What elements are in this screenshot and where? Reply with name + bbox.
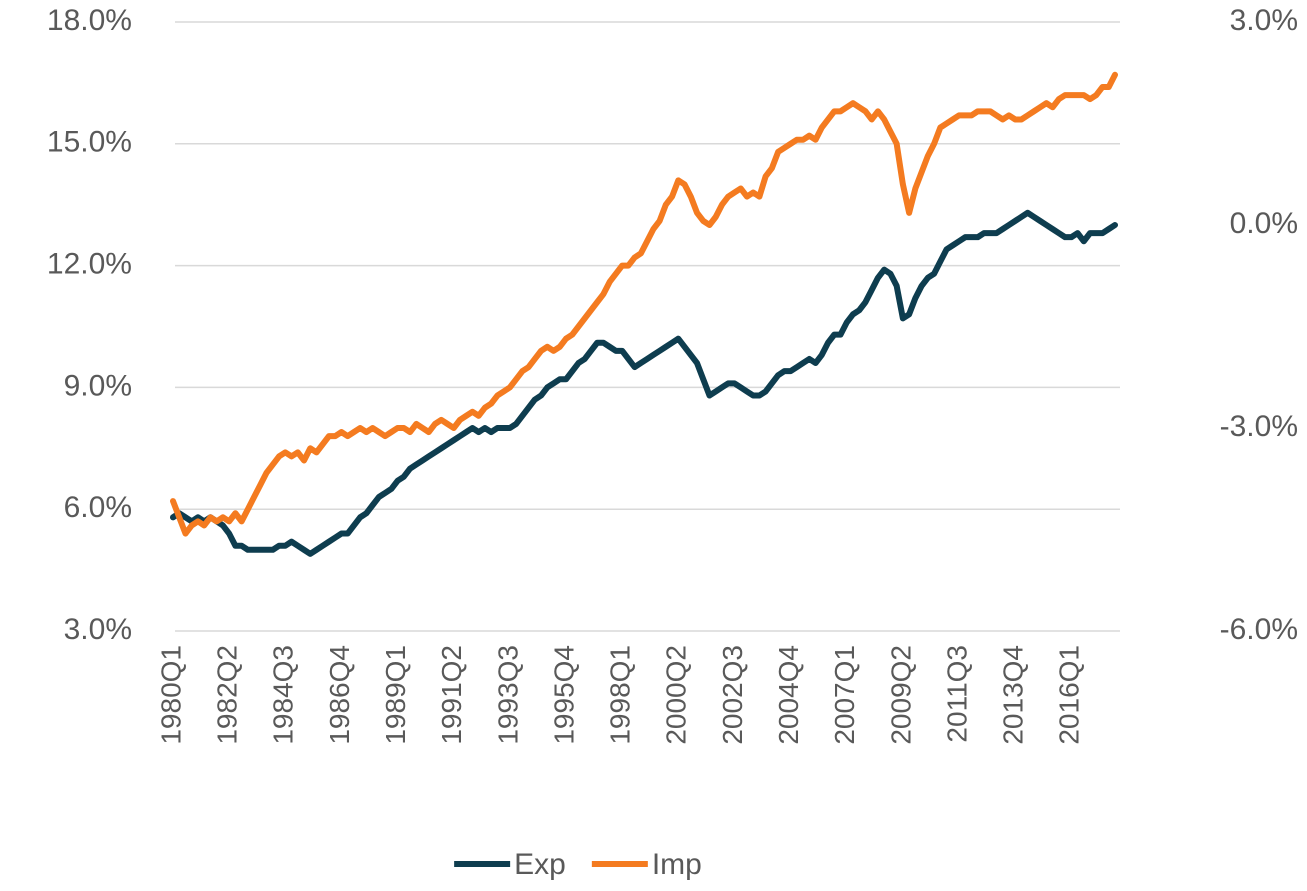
y-tick-label: 3.0% [64, 613, 132, 646]
y-tick-label: 9.0% [64, 369, 132, 402]
y2-tick-label: 0.0% [1230, 207, 1298, 240]
x-tick-label: 2013Q4 [998, 645, 1029, 745]
x-tick-label: 2000Q2 [661, 645, 692, 745]
y-tick-label: 6.0% [64, 491, 132, 524]
x-tick-label: 1980Q1 [155, 645, 186, 745]
y2-tick-label: -6.0% [1220, 613, 1298, 646]
series-line [170, 71, 1118, 537]
y-tick-label: 15.0% [47, 126, 132, 159]
y2-tick-label: 3.0% [1230, 4, 1298, 37]
legend-label: Imp [652, 848, 702, 881]
x-tick-label: 2004Q4 [773, 645, 804, 745]
x-tick-label: 1998Q1 [605, 645, 636, 745]
x-tick-label: 1995Q4 [548, 645, 579, 745]
x-tick-label: 2011Q3 [941, 645, 972, 743]
legend-label: Exp [514, 848, 566, 881]
x-tick-label: 1982Q2 [212, 645, 243, 745]
x-tick-label: 1989Q1 [380, 645, 411, 745]
y2-tick-label: -3.0% [1220, 410, 1298, 443]
x-tick-label: 1984Q3 [268, 645, 299, 745]
x-tick-label: 2002Q3 [717, 645, 748, 745]
x-tick-label: 1993Q3 [492, 645, 523, 745]
x-tick-label: 2016Q1 [1054, 645, 1085, 745]
x-tick-label: 1986Q4 [324, 645, 355, 745]
y-tick-label: 12.0% [47, 248, 132, 281]
x-tick-label: 2007Q1 [829, 645, 860, 745]
y-tick-label: 18.0% [47, 4, 132, 37]
series-line [170, 209, 1118, 557]
x-tick-label: 2009Q2 [885, 645, 916, 745]
x-tick-label: 1991Q2 [436, 645, 467, 745]
